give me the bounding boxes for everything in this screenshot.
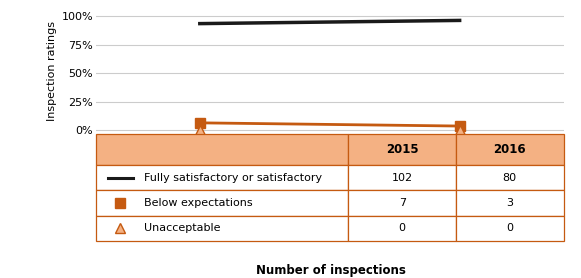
Text: Fully satisfactory or satisfactory: Fully satisfactory or satisfactory <box>144 173 322 183</box>
Text: 0: 0 <box>399 223 406 233</box>
Text: Number of inspections: Number of inspections <box>256 264 406 277</box>
Text: 80: 80 <box>503 173 517 183</box>
Text: 2016: 2016 <box>493 143 526 156</box>
Text: 7: 7 <box>399 198 406 208</box>
Text: Below expectations: Below expectations <box>144 198 253 208</box>
Text: 0: 0 <box>506 223 513 233</box>
Text: 3: 3 <box>506 198 513 208</box>
Text: 102: 102 <box>392 173 413 183</box>
Y-axis label: Inspection ratings: Inspection ratings <box>47 21 58 121</box>
Text: 2015: 2015 <box>386 143 418 156</box>
Text: Unacceptable: Unacceptable <box>144 223 221 233</box>
